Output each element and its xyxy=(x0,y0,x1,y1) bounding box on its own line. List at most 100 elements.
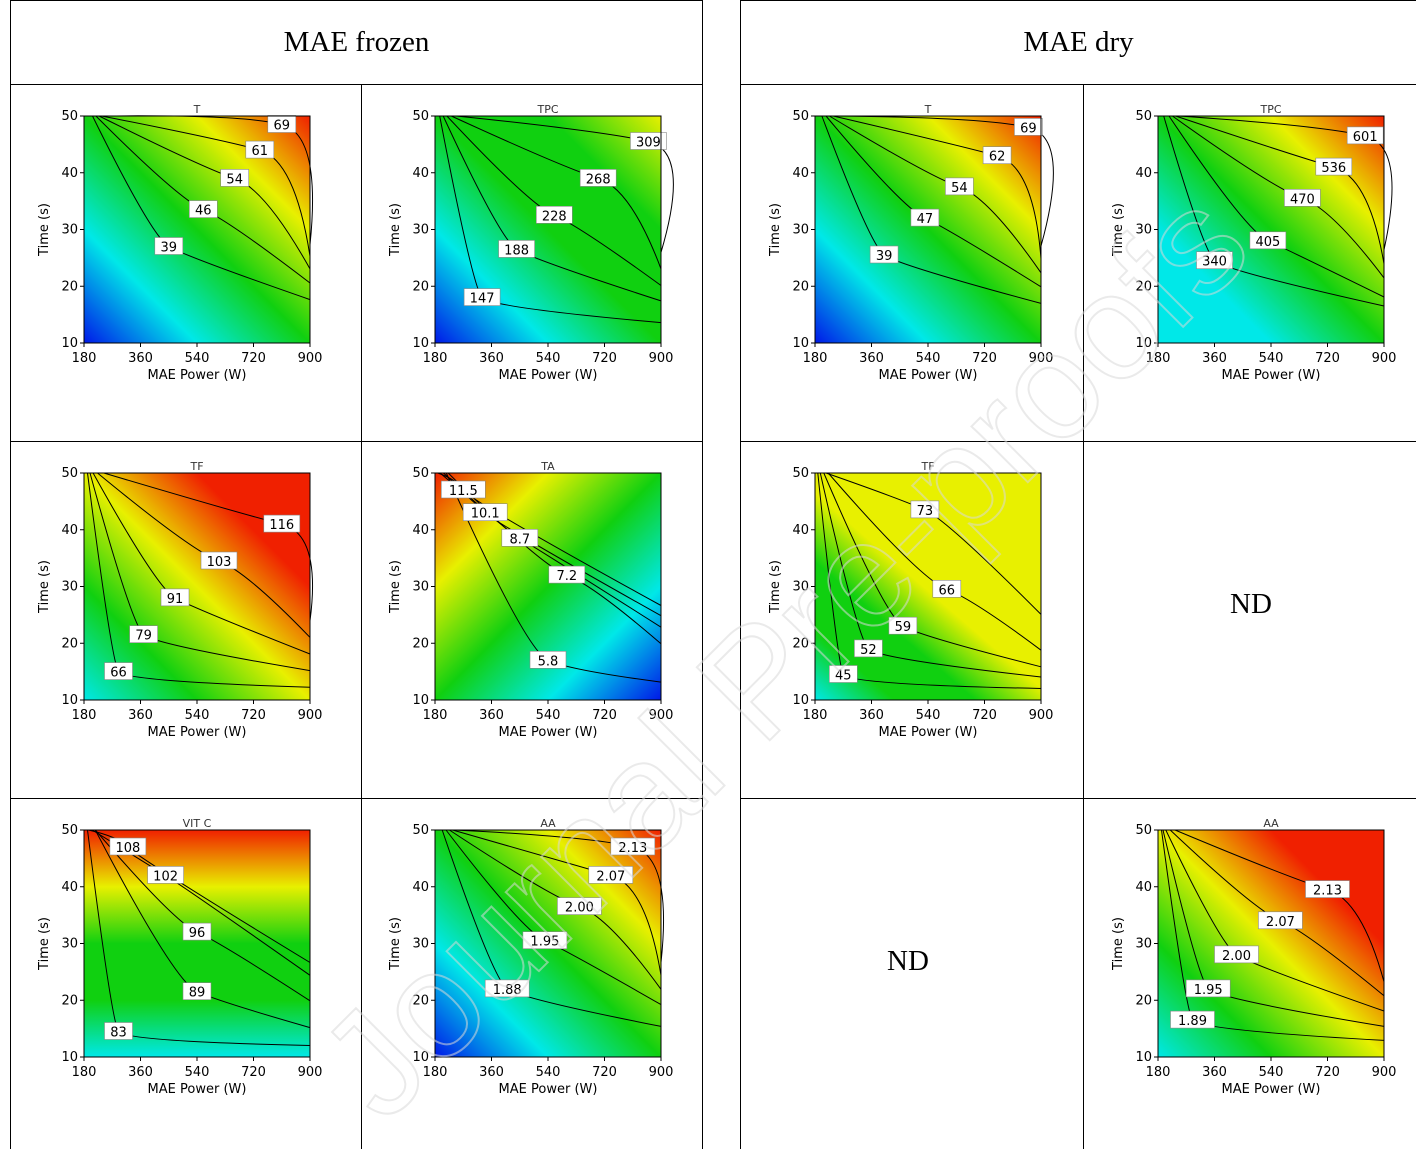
y-axis-label: Time (s) xyxy=(388,560,403,614)
y-tick-label: 50 xyxy=(792,109,809,124)
contour-label: 268 xyxy=(586,172,611,187)
contour-label: 10.1 xyxy=(471,507,500,522)
contour-label: 228 xyxy=(542,209,567,224)
contour-chart: 39 46 54 61 69 T 180 360 540 720 900 10 20 30 40 50 MAE … xyxy=(37,103,322,383)
contour-label: 309 xyxy=(636,136,661,151)
contour-label: 39 xyxy=(876,249,893,264)
contour-label: 45 xyxy=(835,669,852,684)
contour-label: 1.89 xyxy=(1178,1014,1207,1029)
contour-label: 470 xyxy=(1290,192,1315,207)
mae-dry-table: MAE dry xyxy=(740,0,1416,1149)
contour-label-box xyxy=(154,237,184,255)
y-tick-label: 10 xyxy=(1135,1050,1152,1065)
contour-label-box xyxy=(462,503,508,522)
y-tick-label: 40 xyxy=(1135,880,1152,895)
x-tick-label: 180 xyxy=(423,1065,448,1080)
y-tick-label: 50 xyxy=(61,823,78,838)
y-axis-label: Time (s) xyxy=(37,917,52,971)
contour-label-box xyxy=(610,837,656,856)
x-tick-label: 720 xyxy=(972,351,997,366)
contour-label: 47 xyxy=(917,212,934,227)
x-tick-label: 540 xyxy=(916,351,941,366)
contour-label-box xyxy=(588,866,634,884)
x-tick-label: 900 xyxy=(649,351,674,366)
x-tick-label: 900 xyxy=(298,351,323,366)
y-tick-label: 30 xyxy=(792,223,809,238)
y-tick-label: 30 xyxy=(1135,223,1152,238)
x-tick-label: 540 xyxy=(185,1065,210,1080)
x-tick-label: 900 xyxy=(649,1065,674,1080)
x-tick-label: 180 xyxy=(72,351,97,366)
contour-label: 108 xyxy=(115,841,140,856)
contour-label-box xyxy=(1214,945,1259,964)
contour-label-box xyxy=(982,146,1012,164)
chart-title: T xyxy=(193,103,201,116)
contour-label-box xyxy=(147,866,184,884)
contour-label: 83 xyxy=(110,1026,127,1041)
y-tick-label: 50 xyxy=(412,823,429,838)
contour-label: 62 xyxy=(989,150,1006,165)
x-tick-label: 180 xyxy=(72,1065,97,1080)
x-tick-label: 540 xyxy=(536,1065,561,1080)
contour-label: 8.7 xyxy=(509,532,530,547)
y-tick-label: 30 xyxy=(61,580,78,595)
x-axis-label: MAE Power (W) xyxy=(148,725,247,740)
mae-frozen-table: MAE frozen xyxy=(10,0,703,1149)
contour-label-box xyxy=(109,837,147,856)
x-tick-label: 540 xyxy=(536,708,561,723)
contour-label-box xyxy=(1170,1010,1215,1029)
contour-label: 2.00 xyxy=(565,901,594,916)
x-tick-label: 540 xyxy=(1259,351,1284,366)
contour-chart: 66 79 91 103 116 TF 180 360 540 720 900 10 20 30 40 50 M… xyxy=(37,460,322,740)
contour-label-box xyxy=(484,979,530,998)
y-axis-label: Time (s) xyxy=(1111,203,1126,257)
y-tick-label: 30 xyxy=(412,580,429,595)
y-tick-label: 10 xyxy=(61,336,78,351)
contour-label-box xyxy=(945,177,974,196)
x-tick-label: 720 xyxy=(592,351,617,366)
y-tick-label: 50 xyxy=(61,109,78,124)
x-tick-label: 540 xyxy=(185,708,210,723)
y-tick-label: 20 xyxy=(412,636,429,651)
contour-label: 340 xyxy=(1202,255,1227,270)
contour-label: 188 xyxy=(504,243,529,258)
y-tick-label: 40 xyxy=(61,880,78,895)
contour-label: 7.2 xyxy=(556,569,577,584)
contour-label-box xyxy=(557,897,602,915)
y-tick-label: 10 xyxy=(61,693,78,708)
contour-label-box xyxy=(869,245,899,264)
contour-label: 5.8 xyxy=(538,654,559,669)
contour-label-box xyxy=(463,288,501,306)
x-tick-label: 540 xyxy=(185,351,210,366)
x-axis-label: MAE Power (W) xyxy=(148,1082,247,1097)
x-tick-label: 360 xyxy=(859,708,884,723)
contour-label-box xyxy=(182,922,212,941)
contour-label-box xyxy=(129,625,158,644)
x-tick-label: 360 xyxy=(128,708,153,723)
x-tick-label: 720 xyxy=(241,351,266,366)
contour-label-box xyxy=(189,200,218,218)
chart-title: TF xyxy=(920,460,934,473)
contour-label-box xyxy=(1305,880,1350,898)
y-tick-label: 10 xyxy=(792,693,809,708)
y-tick-label: 10 xyxy=(1135,336,1152,351)
y-tick-label: 30 xyxy=(792,580,809,595)
y-axis-label: Time (s) xyxy=(1111,917,1126,971)
contour-label-box xyxy=(888,616,918,635)
contour-label-box xyxy=(1284,189,1321,207)
x-tick-label: 900 xyxy=(1029,351,1054,366)
y-tick-label: 40 xyxy=(792,523,809,538)
x-tick-label: 720 xyxy=(1315,351,1340,366)
x-tick-label: 900 xyxy=(298,708,323,723)
chart-title: AA xyxy=(540,817,556,830)
y-tick-label: 40 xyxy=(412,523,429,538)
y-axis-label: Time (s) xyxy=(37,560,52,614)
column-divider xyxy=(361,84,362,1149)
contour-chart: 5.8 7.2 8.7 10.1 11.5 TA 180 360 540 720 900 10 20 30… xyxy=(388,460,673,740)
y-tick-label: 10 xyxy=(412,1050,429,1065)
y-tick-label: 50 xyxy=(792,466,809,481)
y-tick-label: 40 xyxy=(61,166,78,181)
contour-label: 54 xyxy=(951,181,968,196)
x-tick-label: 360 xyxy=(859,351,884,366)
chart-title: AA xyxy=(1263,817,1279,830)
